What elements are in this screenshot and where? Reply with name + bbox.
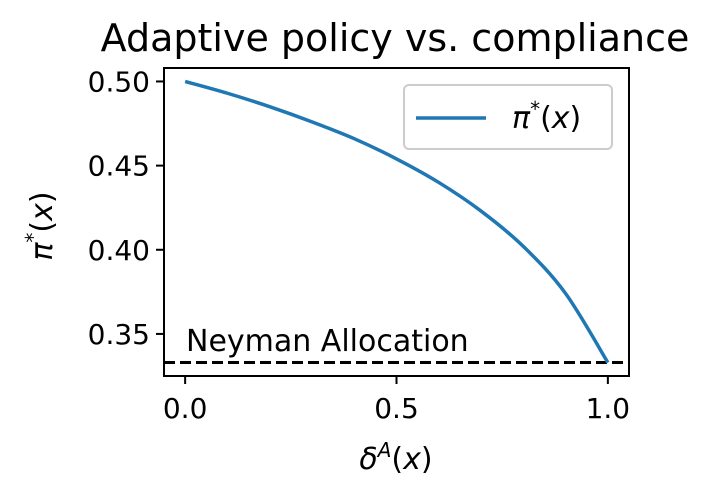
legend: π*(x) <box>403 84 613 150</box>
x-tick-label-0: 0.0 <box>163 392 208 425</box>
y-tick-label-2: 0.45 <box>88 150 150 183</box>
y-axis-label: π*(x) <box>21 191 60 260</box>
x-axis-label: δA(x) <box>359 438 432 477</box>
x-ticks: 0.0 0.5 1.0 <box>163 376 630 425</box>
y-tick-label-0: 0.35 <box>88 318 150 351</box>
y-tick-label-1: 0.40 <box>88 234 150 267</box>
legend-box <box>403 84 613 150</box>
chart-title: Adaptive policy vs. compliance <box>101 16 690 60</box>
series-lines <box>184 79 610 364</box>
x-tick-label-2: 1.0 <box>586 392 631 425</box>
x-tick-label-1: 0.5 <box>374 392 419 425</box>
series-line-0 <box>184 79 610 364</box>
y-tick-label-3: 0.50 <box>88 65 150 98</box>
legend-label: π*(x) <box>512 97 581 136</box>
neyman-allocation-annotation: Neyman Allocation <box>186 324 469 359</box>
y-ticks: 0.35 0.40 0.45 0.50 <box>88 65 164 351</box>
